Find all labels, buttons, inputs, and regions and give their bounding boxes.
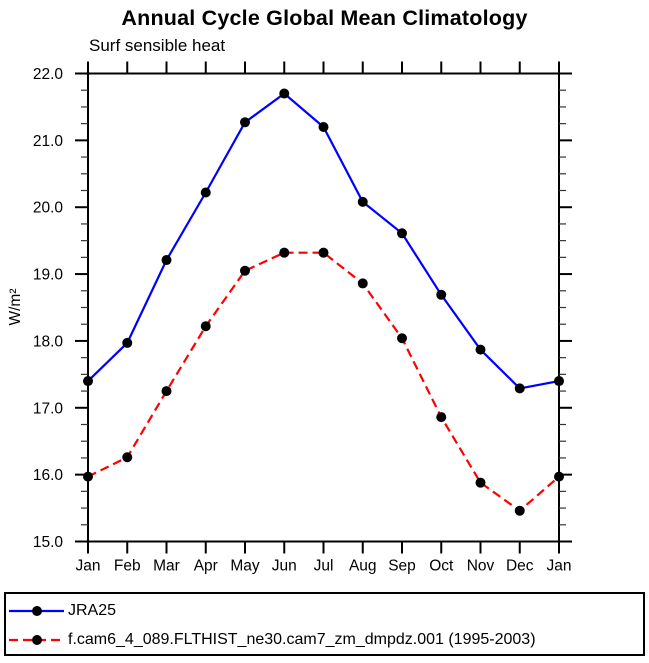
x-tick-label: Jan <box>76 558 101 575</box>
x-tick-label: Feb <box>114 558 141 575</box>
y-tick-label: 21.0 <box>33 133 64 150</box>
chart-subtitle: Surf sensible heat <box>89 36 226 55</box>
legend-marker-dot <box>32 605 42 616</box>
legend-line-swatch <box>9 634 64 645</box>
data-point-marker <box>161 386 172 397</box>
legend: JRA25 f.cam6_4_089.FLTHIST_ne30.cam7_zm_… <box>4 592 645 656</box>
data-point-marker <box>318 247 329 258</box>
series-line-0 <box>87 92 560 390</box>
data-point-marker <box>122 452 133 463</box>
legend-label: f.cam6_4_089.FLTHIST_ne30.cam7_zm_dmpdz.… <box>68 630 536 648</box>
legend-marker-dot <box>32 634 42 645</box>
plot-area: Jan Feb Mar Apr May Jun Jul Aug Sep Oct Nov Dec Jan 1… <box>33 61 572 575</box>
x-tick-label: Mar <box>153 558 180 575</box>
data-point-marker <box>357 278 368 289</box>
data-point-marker <box>436 412 447 423</box>
data-point-marker <box>161 255 172 266</box>
y-tick-label: 15.0 <box>33 534 64 551</box>
x-tick-label: Jul <box>314 558 334 575</box>
data-point-marker <box>397 228 407 239</box>
y-tick-label: 16.0 <box>33 467 64 484</box>
data-point-marker <box>200 321 211 332</box>
legend-line-swatch <box>9 605 64 616</box>
data-point-marker <box>436 289 447 300</box>
x-tick-label: Jun <box>272 558 297 575</box>
data-point-marker <box>318 121 329 132</box>
data-point-marker <box>122 337 133 348</box>
x-tick-label: Aug <box>349 558 377 575</box>
y-axis-label: W/m² <box>7 288 24 326</box>
data-point-marker <box>554 376 564 387</box>
y-tick-label: 20.0 <box>33 200 64 217</box>
chart-title: Annual Cycle Global Mean Climatology <box>121 6 528 30</box>
y-tick-label: 19.0 <box>33 267 64 284</box>
x-tick-label: Dec <box>506 558 534 575</box>
x-tick-label: Sep <box>388 558 416 575</box>
series-line-1 <box>87 251 560 513</box>
data-point-marker <box>357 196 368 207</box>
x-tick-label: Nov <box>467 558 495 575</box>
y-tick-label: 17.0 <box>33 400 64 417</box>
data-point-marker <box>83 376 93 387</box>
data-point-marker <box>279 88 290 99</box>
data-point-marker <box>475 344 486 355</box>
data-point-marker <box>83 471 93 482</box>
legend-item: JRA25 <box>6 596 643 625</box>
plot-frame <box>87 72 560 543</box>
legend-label: JRA25 <box>68 601 117 619</box>
x-tick-label: Jan <box>547 558 572 575</box>
data-point-marker <box>475 477 486 488</box>
y-tick-label: 18.0 <box>33 333 64 350</box>
legend-item: f.cam6_4_089.FLTHIST_ne30.cam7_zm_dmpdz.… <box>6 625 643 654</box>
x-tick-label: Oct <box>429 558 454 575</box>
data-point-marker <box>240 265 250 276</box>
data-point-marker <box>514 505 525 516</box>
data-point-marker <box>554 471 564 482</box>
data-point-marker <box>397 333 407 344</box>
y-tick-label: 22.0 <box>33 66 64 83</box>
x-tick-label: May <box>230 558 260 575</box>
data-point-marker <box>514 383 525 394</box>
data-point-marker <box>240 117 250 128</box>
x-tick-label: Apr <box>194 558 218 575</box>
data-point-marker <box>279 247 290 258</box>
data-point-marker <box>200 187 211 198</box>
